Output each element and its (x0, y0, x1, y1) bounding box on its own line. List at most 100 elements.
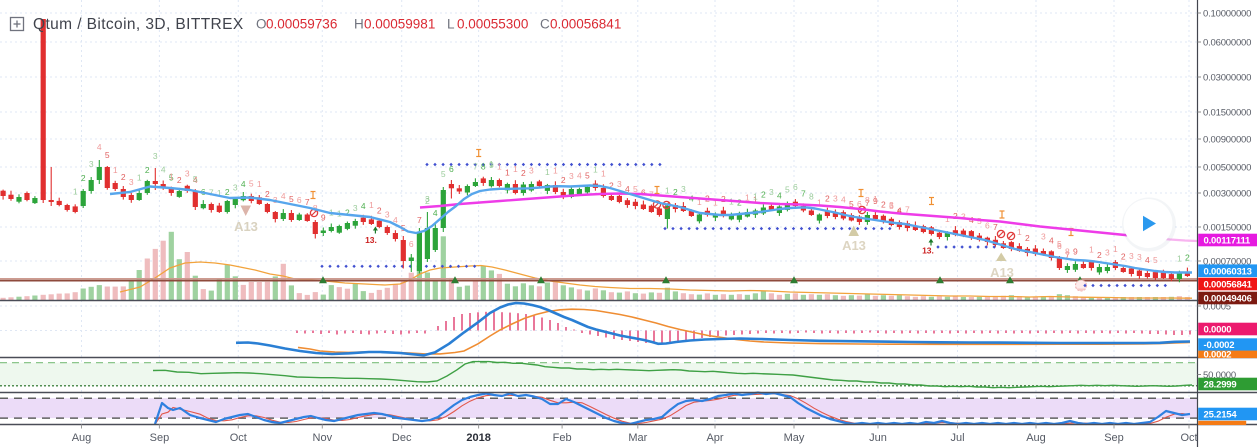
svg-text:2: 2 (561, 175, 566, 185)
svg-text:9: 9 (489, 160, 494, 170)
svg-text:1: 1 (137, 173, 142, 183)
svg-text:7: 7 (209, 188, 214, 198)
svg-text:6: 6 (793, 182, 798, 192)
svg-text:2: 2 (1025, 233, 1030, 243)
svg-text:4: 4 (1049, 235, 1054, 245)
svg-text:Qtum / Bitcoin, 3D, BITTREX: Qtum / Bitcoin, 3D, BITTREX (33, 16, 244, 33)
svg-text:1: 1 (169, 172, 174, 182)
svg-text:2: 2 (721, 194, 726, 204)
svg-text:H: H (354, 17, 364, 32)
svg-text:3: 3 (889, 200, 894, 210)
svg-text:4: 4 (433, 208, 438, 218)
svg-text:0.00055300: 0.00055300 (457, 17, 528, 32)
svg-text:4: 4 (393, 215, 398, 225)
svg-text:O: O (256, 17, 267, 32)
svg-text:0.06000000: 0.06000000 (1203, 38, 1251, 49)
svg-text:3: 3 (961, 212, 966, 222)
svg-text:Dec: Dec (392, 432, 412, 444)
svg-text:7: 7 (417, 215, 422, 225)
svg-text:1: 1 (1089, 245, 1094, 255)
svg-text:8: 8 (1065, 246, 1070, 256)
svg-text:7: 7 (1065, 250, 1070, 260)
svg-text:2: 2 (881, 200, 886, 210)
svg-text:3: 3 (569, 171, 574, 181)
svg-text:L: L (447, 17, 455, 32)
svg-text:1: 1 (873, 194, 878, 204)
svg-text:6: 6 (641, 188, 646, 198)
svg-text:Sep: Sep (1104, 432, 1124, 444)
svg-text:5: 5 (289, 194, 294, 204)
svg-text:1: 1 (553, 165, 558, 175)
svg-text:3: 3 (1041, 232, 1046, 242)
svg-text:3: 3 (769, 187, 774, 197)
svg-text:2: 2 (425, 196, 430, 206)
svg-text:1: 1 (601, 168, 606, 178)
svg-text:4: 4 (841, 194, 846, 204)
svg-text:1: 1 (713, 197, 718, 207)
svg-text:2: 2 (673, 187, 678, 197)
svg-text:6: 6 (409, 239, 414, 249)
svg-text:3: 3 (617, 179, 622, 189)
svg-text:7: 7 (305, 197, 310, 207)
svg-text:1: 1 (369, 200, 374, 210)
svg-text:0.0000: 0.0000 (1204, 325, 1232, 336)
svg-text:1: 1 (545, 167, 550, 177)
svg-text:6: 6 (297, 195, 302, 205)
svg-text:2: 2 (345, 208, 350, 218)
svg-text:6: 6 (857, 199, 862, 209)
svg-text:2: 2 (1121, 252, 1126, 262)
svg-text:5: 5 (249, 179, 254, 189)
svg-text:4: 4 (897, 205, 902, 215)
svg-text:3: 3 (529, 166, 534, 176)
svg-text:3: 3 (1137, 252, 1142, 262)
svg-text:6: 6 (985, 221, 990, 231)
svg-text:3: 3 (185, 169, 190, 179)
svg-text:0.00060313: 0.00060313 (1204, 266, 1252, 277)
svg-text:0.00056841: 0.00056841 (1204, 280, 1253, 291)
svg-text:0.03000000: 0.03000000 (1203, 73, 1251, 84)
svg-text:0.10000000: 0.10000000 (1203, 9, 1251, 20)
svg-text:8: 8 (809, 192, 814, 202)
svg-text:Mar: Mar (628, 432, 647, 444)
svg-text:8: 8 (481, 162, 486, 172)
svg-text:5: 5 (849, 199, 854, 209)
svg-text:5: 5 (105, 150, 110, 160)
svg-text:Feb: Feb (553, 432, 572, 444)
svg-text:2: 2 (377, 206, 382, 216)
svg-text:4: 4 (193, 175, 198, 185)
svg-text:2: 2 (121, 172, 126, 182)
svg-text:9: 9 (873, 196, 878, 206)
svg-text:Apr: Apr (706, 432, 723, 444)
svg-text:7: 7 (865, 198, 870, 208)
svg-text:1: 1 (817, 197, 822, 207)
svg-text:5: 5 (1057, 239, 1062, 249)
svg-text:2: 2 (145, 165, 150, 175)
svg-text:2: 2 (825, 194, 830, 204)
svg-text:1: 1 (217, 188, 222, 198)
svg-text:1: 1 (1177, 254, 1182, 264)
svg-text:7: 7 (905, 205, 910, 215)
svg-text:5: 5 (441, 169, 446, 179)
svg-text:Oct: Oct (230, 432, 247, 444)
svg-text:0.00056841: 0.00056841 (550, 17, 621, 32)
svg-text:0.00059981: 0.00059981 (364, 17, 435, 32)
svg-text:Aug: Aug (72, 432, 92, 444)
svg-text:0.00117111: 0.00117111 (1204, 236, 1252, 247)
svg-text:0.00900000: 0.00900000 (1203, 135, 1251, 146)
svg-text:0.0005: 0.0005 (1203, 302, 1231, 313)
svg-text:A13: A13 (990, 265, 1014, 280)
svg-text:4: 4 (361, 201, 366, 211)
svg-text:9: 9 (321, 213, 326, 223)
svg-text:Sep: Sep (150, 432, 170, 444)
svg-text:3: 3 (353, 203, 358, 213)
svg-text:5: 5 (1153, 255, 1158, 265)
svg-text:2: 2 (81, 173, 86, 183)
svg-text:0.00070000: 0.00070000 (1203, 257, 1251, 268)
svg-text:4: 4 (97, 142, 102, 152)
svg-text:4: 4 (241, 179, 246, 189)
svg-text:2: 2 (609, 181, 614, 191)
svg-text:2: 2 (737, 198, 742, 208)
svg-text:2: 2 (177, 175, 182, 185)
svg-text:0.00500000: 0.00500000 (1203, 163, 1251, 174)
svg-text:2: 2 (953, 211, 958, 221)
